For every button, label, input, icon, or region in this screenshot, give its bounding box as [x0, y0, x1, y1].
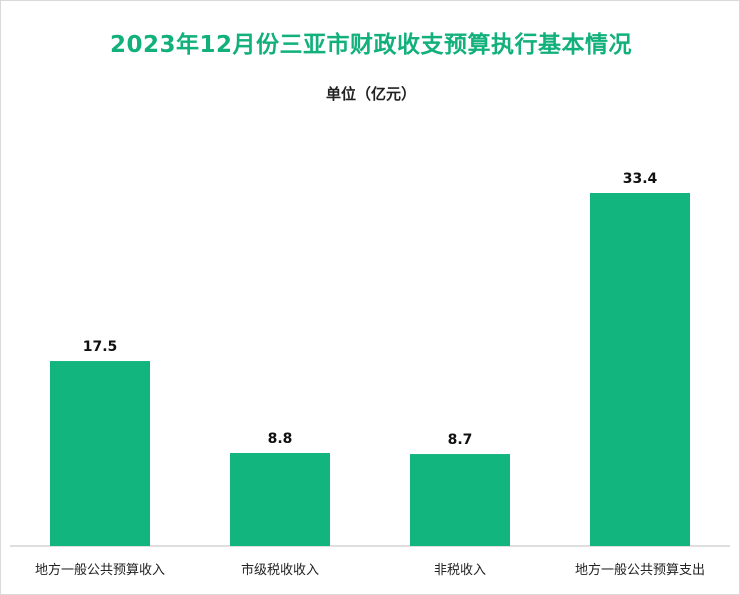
category-label-0: 地方一般公共预算收入: [35, 562, 165, 578]
bar-3: [590, 193, 690, 546]
category-label-3: 地方一般公共预算支出: [575, 562, 705, 578]
value-label-3: 33.4: [623, 171, 658, 187]
category-label-2: 非税收入: [434, 563, 486, 578]
value-label-2: 8.7: [448, 432, 473, 448]
bar-1: [230, 452, 330, 546]
bar-2: [410, 454, 510, 546]
category-label-1: 市级税收收入: [241, 562, 319, 578]
value-label-1: 8.8: [268, 431, 293, 447]
chart-title: 2023年12月份三亚市财政收支预算执行基本情况: [109, 32, 633, 58]
bar-0: [50, 361, 150, 546]
unit-label: 单位（亿元）: [325, 85, 416, 103]
value-label-0: 17.5: [83, 339, 118, 355]
